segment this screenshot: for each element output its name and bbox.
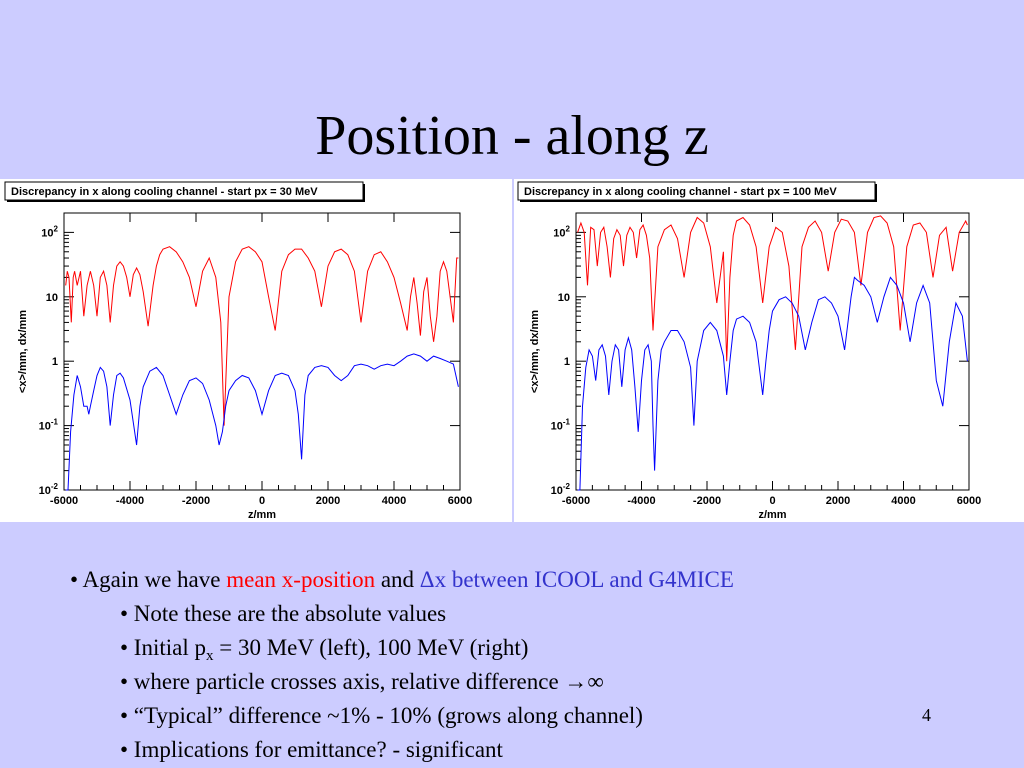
y-tick-label: 10 (46, 292, 58, 304)
bullet-absolute-values: • Note these are the absolute values (120, 601, 447, 626)
highlight-delta-x: Δx between ICOOL and G4MICE (419, 567, 734, 592)
arrow-infinity-symbol: →∞ (564, 669, 604, 694)
y-axis-label: <x>/mm, dx/mm (17, 310, 29, 393)
bullet-list: • Again we have mean x-position and Δx b… (70, 563, 970, 767)
series-line-blue (577, 276, 968, 491)
x-axis-label: z/mm (758, 509, 786, 521)
chart-title: Discrepancy in x along cooling channel -… (11, 186, 318, 198)
highlight-mean-position: mean x-position (226, 567, 376, 592)
x-tick-label: 2000 (316, 495, 340, 507)
y-tick-label: 1 (564, 356, 570, 368)
bullet-typical-difference: • “Typical” difference ~1% - 10% (grows … (120, 703, 643, 728)
x-tick-label: 2000 (826, 495, 850, 507)
y-tick-label: 10 (558, 292, 570, 304)
x-tick-label: 0 (769, 495, 775, 507)
x-tick-label: 0 (259, 495, 265, 507)
y-tick-label: 1 (52, 356, 58, 368)
slide-title: Position - along z (315, 105, 709, 167)
bullet-crosses-axis: • where particle crosses axis, relative … (120, 669, 604, 694)
page-number: 4 (922, 705, 931, 725)
chart-right: Discrepancy in x along cooling channel -… (517, 181, 981, 521)
series-line-red (65, 246, 459, 426)
x-tick-label: 6000 (957, 495, 981, 507)
series-line-red (577, 215, 968, 362)
bullet-mean-position: • Again we have mean x-position and Δx b… (70, 567, 734, 592)
series-line-blue (65, 353, 459, 491)
x-tick-label: -2000 (693, 495, 721, 507)
chart-title-box (4, 181, 364, 201)
x-tick-label: -6000 (562, 495, 590, 507)
x-tick-label: -4000 (116, 495, 144, 507)
x-axis-label: z/mm (248, 509, 276, 521)
y-tick-label: 10-2 (551, 482, 571, 497)
x-tick-label: -2000 (182, 495, 210, 507)
y-tick-label: 10-1 (551, 418, 571, 433)
y-tick-label: 102 (41, 224, 58, 239)
x-tick-label: 4000 (382, 495, 406, 507)
y-tick-label: 102 (553, 224, 570, 239)
chart-title: Discrepancy in x along cooling channel -… (524, 186, 837, 198)
x-tick-label: 4000 (891, 495, 915, 507)
plot-frame (575, 212, 970, 491)
chart-left: Discrepancy in x along cooling channel -… (4, 181, 472, 521)
x-tick-label: -6000 (50, 495, 78, 507)
bullet-emittance: • Implications for emittance? - signific… (120, 737, 503, 762)
chart-title-box (517, 181, 876, 201)
chart-panel-left: Discrepancy in x along cooling channel -… (0, 179, 512, 522)
plot-frame (63, 212, 461, 491)
y-tick-label: 10-2 (39, 482, 59, 497)
bullet-initial-px: • Initial px = 30 MeV (left), 100 MeV (r… (120, 635, 529, 664)
y-axis-label: <x>/mm, dx/mm (529, 310, 541, 393)
x-tick-label: -4000 (627, 495, 655, 507)
x-tick-label: 6000 (448, 495, 472, 507)
chart-panel-right: Discrepancy in x along cooling channel -… (514, 179, 1024, 522)
y-tick-label: 10-1 (39, 418, 59, 433)
